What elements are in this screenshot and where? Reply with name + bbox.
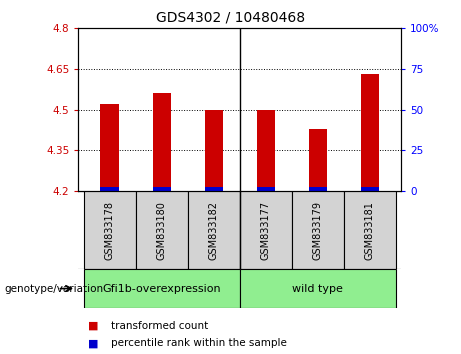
Text: percentile rank within the sample: percentile rank within the sample: [111, 338, 287, 348]
Bar: [136, 191, 188, 269]
Bar: [257, 187, 275, 191]
Bar: [153, 93, 171, 187]
Bar: [153, 187, 171, 191]
Bar: [205, 110, 223, 187]
Text: GSM833177: GSM833177: [261, 200, 271, 260]
Bar: [83, 191, 136, 269]
Text: Gfi1b-overexpression: Gfi1b-overexpression: [102, 284, 221, 293]
Bar: [309, 187, 327, 191]
Bar: [205, 187, 223, 191]
Bar: [257, 110, 275, 187]
Bar: [292, 191, 344, 269]
Text: GDS4302 / 10480468: GDS4302 / 10480468: [156, 11, 305, 25]
Text: transformed count: transformed count: [111, 321, 208, 331]
Bar: [188, 191, 240, 269]
Text: GSM833180: GSM833180: [157, 201, 166, 259]
Text: ■: ■: [88, 321, 98, 331]
Bar: [100, 104, 119, 187]
Bar: [344, 191, 396, 269]
Bar: [83, 269, 240, 308]
Text: GSM833178: GSM833178: [105, 201, 115, 259]
Text: GSM833182: GSM833182: [209, 201, 219, 259]
Bar: [361, 74, 379, 187]
Bar: [309, 129, 327, 187]
Bar: [240, 191, 292, 269]
Bar: [240, 269, 396, 308]
Bar: [100, 187, 119, 191]
Text: GSM833181: GSM833181: [365, 201, 375, 259]
Text: wild type: wild type: [292, 284, 343, 293]
Text: GSM833179: GSM833179: [313, 201, 323, 259]
Bar: [361, 187, 379, 191]
Text: ■: ■: [88, 338, 98, 348]
Text: genotype/variation: genotype/variation: [5, 284, 104, 293]
